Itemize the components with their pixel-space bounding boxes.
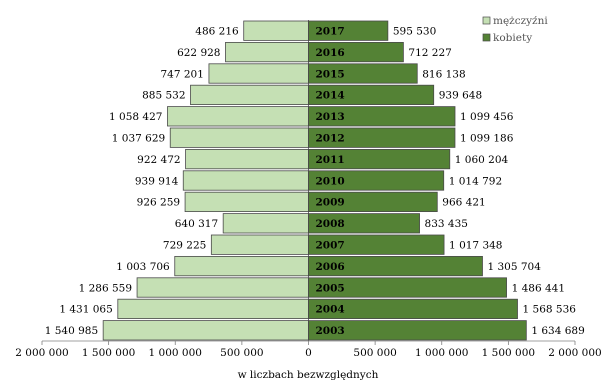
year-label-2010: 2010 <box>316 175 345 187</box>
x-tick-label: 2 000 000 <box>548 347 601 359</box>
bar-men-2009 <box>184 191 309 212</box>
value-label-women-2013: 1 099 456 <box>460 111 514 123</box>
value-label-men-2007: 729 225 <box>163 240 206 252</box>
value-label-women-2011: 1 060 204 <box>455 154 509 166</box>
x-tick-label: 1 000 000 <box>149 347 202 359</box>
year-label-2015: 2015 <box>316 68 345 80</box>
value-label-women-2008: 833 435 <box>425 218 468 230</box>
value-labels-group: 486 216 622 928 747 201 885 532 1 058 427 1 0… <box>45 26 585 338</box>
bar-men-2004 <box>117 298 309 320</box>
year-label-2016: 2016 <box>316 47 345 59</box>
bar-men-2003 <box>102 320 309 341</box>
value-label-men-2014: 885 532 <box>142 90 185 102</box>
legend-swatch-men <box>482 16 491 25</box>
legend-label-women: kobiety <box>493 32 532 44</box>
bar-men-2015 <box>208 63 309 84</box>
bar-men-2005 <box>136 277 309 298</box>
value-label-men-2009: 926 259 <box>137 197 180 209</box>
x-axis: 2 000 000 1 500 000 1 000 000 500 000 0 500 0… <box>15 20 602 359</box>
value-label-men-2012: 1 037 629 <box>112 133 165 145</box>
year-label-2012: 2012 <box>316 133 345 145</box>
value-label-men-2011: 922 472 <box>137 154 180 166</box>
year-label-2011: 2011 <box>316 154 345 166</box>
bar-men-2010 <box>182 170 309 191</box>
value-label-men-2016: 622 928 <box>177 47 220 59</box>
value-label-women-2010: 1 014 792 <box>449 175 502 187</box>
value-label-women-2016: 712 227 <box>408 47 451 59</box>
year-label-2013: 2013 <box>316 111 345 123</box>
year-label-2007: 2007 <box>316 240 345 252</box>
value-label-men-2013: 1 058 427 <box>109 111 162 123</box>
bar-men-2014 <box>190 84 309 105</box>
value-label-men-2005: 1 286 559 <box>79 282 132 294</box>
x-axis-title: w liczbach bezwzględnych <box>238 369 379 381</box>
value-label-women-2017: 595 530 <box>393 26 436 38</box>
legend: mężczyźni kobiety <box>482 15 548 44</box>
value-label-men-2004: 1 431 065 <box>59 304 112 316</box>
bar-men-2016 <box>225 42 309 63</box>
year-label-2017: 2017 <box>316 26 345 38</box>
value-label-women-2009: 966 421 <box>442 197 485 209</box>
legend-label-men: mężczyźni <box>493 15 548 27</box>
x-tick-label: 1 500 000 <box>482 347 535 359</box>
x-tick-label: 500 000 <box>220 347 263 359</box>
year-label-2014: 2014 <box>316 90 345 102</box>
year-label-2005: 2005 <box>316 282 345 294</box>
bar-men-2007 <box>210 234 309 255</box>
value-label-women-2005: 1 486 441 <box>512 282 565 294</box>
year-label-2009: 2009 <box>316 197 345 209</box>
bar-men-2008 <box>222 213 309 234</box>
value-label-women-2015: 816 138 <box>422 68 465 80</box>
bar-men-2006 <box>174 255 309 277</box>
value-label-women-2006: 1 305 704 <box>487 261 541 273</box>
bar-men-2013 <box>167 106 309 127</box>
bar-men-2012 <box>169 127 309 148</box>
value-label-women-2003: 1 634 689 <box>531 325 584 337</box>
value-label-women-2014: 939 648 <box>439 90 482 102</box>
year-label-2008: 2008 <box>316 218 345 230</box>
x-tick-label: 2 000 000 <box>15 347 68 359</box>
x-tick-label: 1 500 000 <box>82 347 135 359</box>
value-label-men-2003: 1 540 985 <box>45 325 98 337</box>
legend-swatch-women <box>482 33 491 42</box>
value-label-men-2010: 939 914 <box>135 175 179 187</box>
year-label-2006: 2006 <box>316 261 345 273</box>
category-labels-group: 2017 2016 2015 2014 2013 2012 2011 2010 2009 2008… <box>316 26 345 338</box>
year-label-2004: 2004 <box>316 304 345 316</box>
x-tick-label: 500 000 <box>353 347 396 359</box>
value-label-men-2006: 1 003 706 <box>116 261 170 273</box>
value-label-men-2017: 486 216 <box>195 26 239 38</box>
value-label-men-2008: 640 317 <box>175 218 218 230</box>
bar-men-2017 <box>243 20 309 41</box>
value-label-men-2015: 747 201 <box>161 68 204 80</box>
year-label-2003: 2003 <box>316 325 345 337</box>
x-tick-label: 0 <box>305 347 312 359</box>
value-label-women-2012: 1 099 186 <box>460 133 514 145</box>
value-label-women-2004: 1 568 536 <box>523 304 577 316</box>
value-label-women-2007: 1 017 348 <box>449 240 502 252</box>
bars-group <box>102 20 527 341</box>
bar-men-2011 <box>185 148 309 170</box>
x-tick-label: 1 000 000 <box>415 347 468 359</box>
